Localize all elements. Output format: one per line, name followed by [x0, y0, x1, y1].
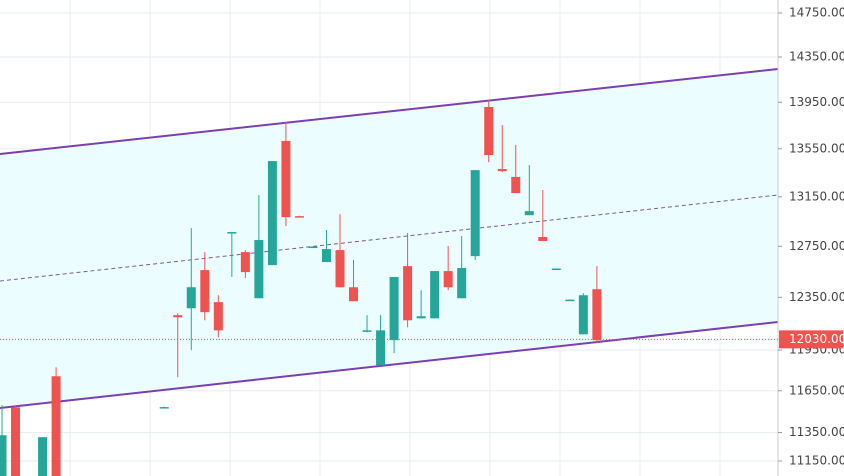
y-tick-label: 14750.00: [789, 5, 844, 19]
candle-body: [0, 435, 7, 476]
candle-body: [335, 250, 345, 288]
candle-body: [308, 246, 318, 249]
candle-body: [281, 140, 291, 218]
candle-body: [497, 169, 507, 172]
y-tick-label: 13950.00: [789, 95, 844, 109]
y-tick-label: 12350.00: [789, 290, 844, 304]
candle-body: [457, 268, 467, 299]
candle-body: [578, 295, 588, 335]
candle-body: [362, 330, 372, 332]
candle-body: [484, 106, 494, 156]
candle-body: [294, 216, 304, 218]
candle-body: [538, 237, 548, 242]
last-price-box: [779, 330, 843, 349]
y-tick-label: 12750.00: [789, 239, 844, 253]
candle-body: [186, 287, 196, 309]
candle-body: [159, 407, 169, 409]
candle-body: [321, 249, 331, 263]
y-tick-label: 11150.00: [789, 453, 844, 467]
y-tick-label: 11650.00: [789, 383, 844, 397]
candle-body: [200, 270, 210, 313]
candle-body: [524, 211, 534, 216]
candle-body: [551, 268, 561, 271]
price-axis: 14750.00 14350.00 13950.00 13550.00 13150.00…: [778, 5, 844, 467]
candle-body: [403, 266, 413, 321]
candle-body: [430, 271, 440, 319]
candles: [0, 99, 602, 476]
candle-body: [11, 407, 21, 476]
candle-body: [38, 437, 48, 476]
candle-body: [470, 170, 480, 257]
candle-body: [416, 316, 426, 319]
candle-body: [213, 302, 223, 331]
candle-body: [240, 252, 250, 273]
candle-body: [511, 176, 521, 194]
channel-upper: [0, 68, 779, 155]
y-tick-label: 13550.00: [789, 141, 844, 155]
y-tick-label: 11350.00: [789, 425, 844, 439]
channel-lower: [0, 321, 779, 409]
candle-body: [592, 289, 602, 341]
candle-body: [267, 161, 277, 266]
last-price-label: 12030.00: [789, 332, 844, 346]
candle-body: [565, 299, 575, 302]
candle-body: [389, 276, 399, 341]
y-tick-label: 13150.00: [789, 189, 844, 203]
channel-midline: [0, 194, 779, 282]
candle-body: [51, 376, 61, 476]
candle-body: [254, 240, 264, 299]
candle-body: [227, 232, 237, 234]
candle-body: [443, 271, 453, 288]
y-tick-label: 14350.00: [789, 49, 844, 63]
candle-body: [376, 330, 386, 366]
candle-body: [349, 287, 359, 302]
candle-body: [173, 315, 183, 318]
